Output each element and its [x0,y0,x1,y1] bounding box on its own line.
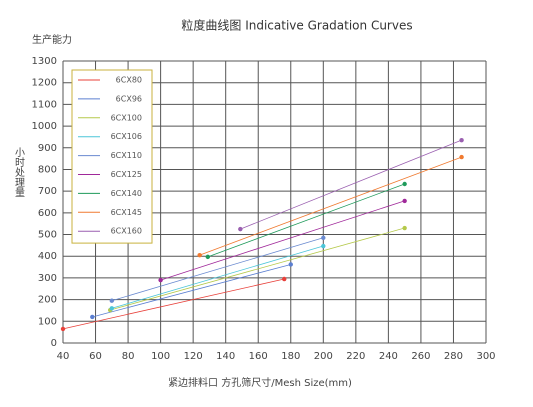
series-line [240,139,462,230]
data-point [459,154,464,160]
x-tick-label: 300 [476,351,495,362]
y-tick-label: 500 [38,230,57,241]
x-axis-label: 紧边排料口 方孔筛尺寸/Mesh Size(mm) [168,376,352,389]
data-point [288,262,293,267]
x-tick-label: 260 [411,351,430,362]
x-tick-label: 60 [89,351,102,362]
y-tick-label: 1200 [32,78,57,89]
y-tick-label: 300 [38,273,57,284]
legend-label: 6CX145 [111,208,142,217]
data-point [158,277,163,283]
data-point [90,314,95,320]
y-tick-label: 400 [38,251,57,262]
series-line [111,237,324,302]
chart-title: 粒度曲线图 Indicative Gradation Curves [181,18,412,33]
y-tick-label: 600 [38,208,57,219]
x-tick-label: 80 [122,351,135,362]
y-axis-label: 小时处理量 [13,147,25,197]
data-point [402,181,407,187]
y-tick-label: 100 [38,316,57,327]
data-point [60,326,66,332]
data-point [238,226,243,232]
x-tick-label: 220 [346,351,365,362]
x-tick-label: 140 [216,351,235,362]
series-line [207,183,405,258]
legend: 6CX80 6CX96 6CX100 6CX106 6CX110 6CX125 6CX140… [71,69,153,244]
y-tick-label: 900 [38,143,57,154]
legend-label: 6CX100 [111,113,142,122]
legend-label: 6CX80 [116,76,142,85]
data-point [459,137,464,143]
series-line [160,200,405,281]
series-line [111,245,324,309]
data-point [321,243,326,249]
y-tick-label: 1300 [32,56,57,67]
legend-label: 6CX106 [111,132,142,141]
y-tick-label: 1100 [32,99,57,110]
data-point [109,306,115,311]
x-tick-label: 280 [444,351,463,362]
series-line [92,264,291,318]
y-tick-label: 800 [38,164,57,175]
x-tick-label: 40 [57,351,70,362]
data-point [197,252,202,258]
legend-label: 6CX140 [111,189,142,198]
y-tick-label: 1000 [32,121,57,132]
x-tick-label: 180 [281,351,300,362]
x-tick-label: 160 [249,351,268,362]
x-tick-label: 200 [314,351,333,362]
legend-label: 6CX96 [116,94,142,103]
data-point [402,198,407,204]
y-unit-label: 生产能力 [32,33,72,46]
y-tick-label: 700 [38,186,57,197]
x-tick-label: 120 [184,351,203,362]
legend-label: 6CX125 [111,170,142,179]
series-line [62,278,285,330]
x-tick-label: 100 [151,351,170,362]
legend-label: 6CX110 [111,151,142,160]
data-point [402,225,407,231]
series-line [110,227,405,311]
y-tick-label: 0 [51,338,57,349]
data-point [109,298,115,303]
series-line [199,156,462,256]
legend-label: 6CX160 [111,227,142,236]
y-tick-label: 200 [38,295,57,306]
data-point [321,235,326,240]
data-point [205,254,210,260]
x-tick-label: 240 [379,351,398,362]
data-point [282,276,287,282]
